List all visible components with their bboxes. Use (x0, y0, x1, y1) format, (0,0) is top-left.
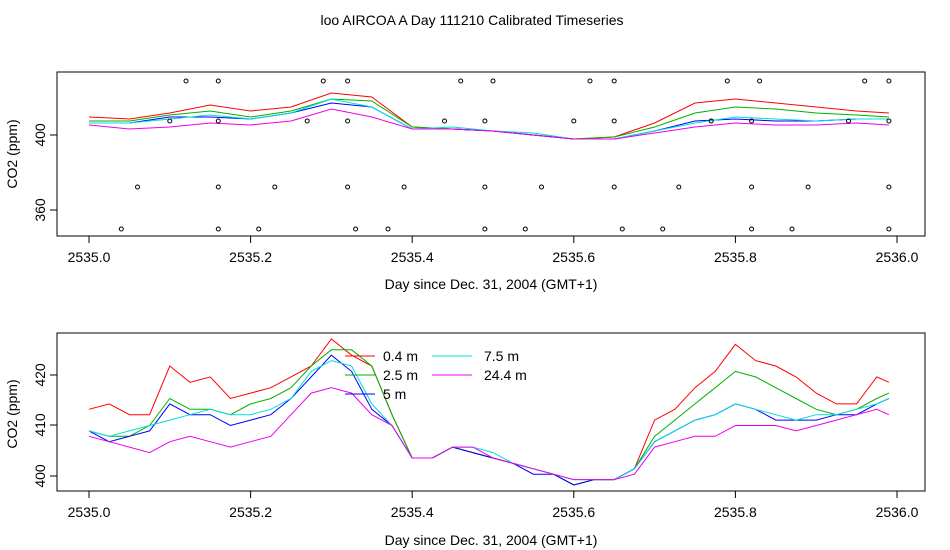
data-point (805, 184, 811, 190)
data-point (886, 78, 892, 84)
data-point (708, 118, 714, 124)
data-point (401, 184, 407, 190)
data-point (571, 118, 577, 124)
x-tick-label: 2535.2 (229, 249, 272, 265)
top-points-group (118, 78, 892, 232)
data-point (749, 118, 755, 124)
data-point (482, 226, 488, 232)
legend: 0.4 m 2.5 m 5 m 7.5 m 24.4 m (345, 348, 527, 402)
legend-label: 5 m (383, 386, 406, 402)
y-tick-label: 420 (32, 363, 48, 387)
top-x-ticks: 2535.0 2535.2 2535.4 2535.6 2535.8 2536.0 (68, 236, 919, 265)
data-point (345, 118, 351, 124)
x-tick-label: 2535.2 (229, 504, 272, 520)
top-y-ticks: 360 400 (32, 123, 57, 222)
data-point (886, 226, 892, 232)
data-point (320, 78, 326, 84)
top-panel-frame (56, 71, 926, 237)
bottom-y-axis-label: CO2 (ppm) (4, 379, 20, 448)
bottom-series-group (88, 338, 890, 486)
data-point (490, 78, 496, 84)
data-point (215, 78, 221, 84)
top-panel: 2535.0 2535.2 2535.4 2535.6 2535.8 2536.0 360… (4, 71, 926, 292)
top-x-axis-label: Day since Dec. 31, 2004 (GMT+1) (385, 276, 598, 292)
data-point (482, 118, 488, 124)
data-point (539, 184, 544, 190)
x-tick-label: 2536.0 (876, 504, 919, 520)
data-point (660, 226, 666, 232)
data-point (886, 184, 892, 190)
bottom-x-ticks: 2535.0 2535.2 2535.4 2535.6 2535.8 2536.0 (68, 491, 919, 520)
x-tick-label: 2535.6 (552, 249, 595, 265)
bottom-y-ticks: 400 410 420 (32, 363, 57, 488)
bottom-x-axis-label: Day since Dec. 31, 2004 (GMT+1) (385, 532, 598, 548)
data-point (167, 118, 173, 124)
data-point (135, 184, 140, 190)
bottom-series-line-3 (88, 360, 890, 481)
x-tick-label: 2535.0 (68, 504, 111, 520)
y-tick-label: 400 (32, 464, 48, 488)
data-point (886, 118, 892, 124)
data-point (118, 226, 124, 232)
data-point (611, 184, 617, 190)
x-tick-label: 2535.4 (391, 504, 434, 520)
data-point (749, 184, 755, 190)
legend-label: 2.5 m (383, 367, 418, 383)
data-point (611, 78, 617, 84)
bottom-panel-frame (56, 332, 926, 492)
top-series-group (88, 92, 889, 140)
data-point (724, 78, 730, 84)
x-tick-label: 2535.0 (68, 249, 111, 265)
legend-label: 24.4 m (484, 367, 527, 383)
y-tick-label: 360 (32, 198, 48, 222)
data-point (846, 118, 851, 124)
data-point (442, 118, 447, 124)
legend-label: 7.5 m (484, 348, 519, 364)
x-tick-label: 2535.8 (714, 249, 757, 265)
top-series-line-0 (88, 92, 889, 140)
x-tick-label: 2535.4 (391, 249, 434, 265)
data-point (215, 226, 221, 232)
top-series-line-4 (88, 108, 889, 140)
x-tick-label: 2535.6 (552, 504, 595, 520)
data-point (458, 78, 464, 84)
data-point (353, 226, 359, 232)
data-point (676, 184, 682, 190)
data-point (345, 78, 351, 84)
bottom-panel: 2535.0 2535.2 2535.4 2535.6 2535.8 2536.0 400… (4, 332, 926, 548)
x-tick-label: 2535.8 (714, 504, 757, 520)
chart-title: loo AIRCOA A Day 111210 Calibrated Times… (321, 12, 624, 28)
data-point (272, 184, 278, 190)
data-point (749, 226, 755, 232)
x-tick-label: 2536.0 (876, 249, 919, 265)
data-point (385, 226, 391, 232)
data-point (611, 118, 617, 124)
legend-label: 0.4 m (383, 348, 418, 364)
top-y-axis-label: CO2 (ppm) (4, 119, 20, 188)
data-point (304, 118, 310, 124)
data-point (862, 78, 868, 84)
bottom-series-line-4 (88, 387, 890, 481)
data-point (789, 226, 795, 232)
data-point (183, 78, 189, 84)
data-point (757, 78, 763, 84)
data-point (482, 184, 488, 190)
data-point (587, 78, 593, 84)
data-point (256, 226, 262, 232)
y-tick-label: 410 (32, 413, 48, 437)
data-point (345, 184, 351, 190)
data-point (522, 226, 528, 232)
y-tick-label: 400 (32, 123, 48, 147)
data-point (215, 118, 221, 124)
data-point (619, 226, 625, 232)
data-point (215, 184, 221, 190)
